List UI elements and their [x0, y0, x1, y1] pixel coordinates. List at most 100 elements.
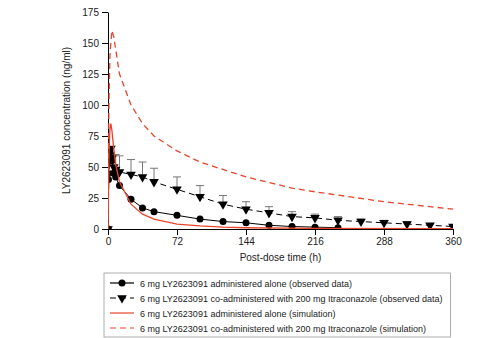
series-line	[108, 31, 453, 229]
x-axis-title: Post-dose time (h)	[240, 252, 322, 263]
tick: 125	[82, 69, 108, 80]
marker-group	[151, 208, 158, 215]
marker	[310, 215, 320, 223]
marker-group	[425, 223, 435, 229]
error-cap	[288, 211, 296, 212]
marker-group	[174, 212, 181, 219]
marker	[115, 169, 125, 177]
legend-swatch	[110, 312, 134, 313]
marker-group	[218, 201, 228, 209]
marks	[108, 31, 453, 229]
tick-label: 72	[172, 236, 184, 247]
legend-marker	[119, 280, 126, 287]
marker	[425, 223, 435, 229]
tick: 72	[172, 229, 184, 247]
tick-label: 125	[82, 69, 99, 80]
tick-mark	[453, 229, 454, 235]
tick-label: 0	[106, 236, 112, 247]
plot: 0721442162883600255075100125150175	[82, 7, 462, 247]
tick-label: 0	[93, 224, 99, 235]
tick-mark	[246, 229, 247, 235]
marker	[174, 212, 181, 219]
legend: 6 mg LY2623091 administered alone (obser…	[104, 273, 451, 337]
marker-group	[243, 219, 250, 226]
tick: 100	[82, 100, 108, 111]
tick-mark	[102, 105, 108, 106]
marker-group	[287, 214, 297, 222]
legend-entry: 6 mg LY2623091 administered alone (simul…	[110, 309, 335, 319]
marker	[264, 210, 274, 218]
error-cap	[219, 195, 227, 196]
marker	[108, 226, 113, 229]
marker-group	[197, 216, 204, 223]
legend-entry: 6 mg LY2623091 co-administered with 200 …	[110, 324, 426, 334]
tick-label: 25	[88, 193, 100, 204]
error-cap	[173, 176, 181, 177]
tick-mark	[108, 229, 109, 235]
tick: 175	[82, 7, 108, 18]
marker	[195, 194, 205, 202]
chart: 0721442162883600255075100125150175Post-d…	[0, 0, 500, 338]
marker	[243, 219, 250, 226]
error-cap	[139, 162, 147, 163]
error-cap	[265, 206, 273, 207]
marker-group	[356, 219, 366, 227]
x-axis: 0 72 144 216 288 360	[106, 229, 463, 247]
tick: 0	[93, 224, 108, 235]
legend-box	[104, 273, 451, 337]
tick-mark	[384, 229, 385, 235]
tick-label: 360	[445, 236, 462, 247]
error-cap	[150, 168, 158, 169]
tick-mark	[102, 229, 108, 230]
marker-group	[333, 218, 343, 226]
marker	[333, 218, 343, 226]
tick-mark	[177, 229, 178, 235]
tick-mark	[102, 74, 108, 75]
tick-mark	[102, 198, 108, 199]
marker-group	[115, 169, 125, 177]
tick: 150	[82, 38, 108, 49]
error-cap	[116, 155, 124, 156]
error-cap	[334, 216, 342, 217]
tick: 216	[307, 229, 324, 247]
marker	[356, 219, 366, 227]
marker-group	[310, 215, 320, 223]
marker	[220, 218, 227, 225]
legend-marker	[117, 295, 127, 303]
marker-group	[264, 210, 274, 218]
tick: 0	[106, 229, 112, 247]
tick: 288	[376, 229, 393, 247]
marker-group	[402, 221, 412, 229]
tick-label: 150	[82, 38, 99, 49]
marker-group	[149, 179, 159, 187]
marker-group	[126, 172, 136, 180]
tick: 360	[445, 229, 462, 247]
tick-mark	[102, 12, 108, 13]
marker	[138, 174, 148, 182]
y-axis: 0255075100125150175	[82, 7, 108, 235]
marker	[172, 187, 182, 195]
marker-group	[241, 206, 251, 214]
marker-group	[379, 220, 389, 228]
legend-label: 6 mg LY2623091 co-administered with 200 …	[140, 324, 426, 334]
tick-label: 100	[82, 100, 99, 111]
error-cap	[242, 201, 250, 202]
marker	[287, 214, 297, 222]
marker	[126, 172, 136, 180]
tick-mark	[102, 167, 108, 168]
marker	[402, 221, 412, 229]
tick-label: 175	[82, 7, 99, 18]
y-axis-title: LY2623091 concentration (ng/ml)	[61, 47, 72, 194]
series-line	[108, 148, 453, 229]
tick-label: 144	[238, 236, 255, 247]
marker	[149, 179, 159, 187]
marker-group	[172, 187, 182, 195]
legend-swatch	[110, 327, 134, 328]
legend-label: 6 mg LY2623091 co-administered with 200 …	[140, 294, 443, 304]
tick-mark	[315, 229, 316, 235]
marker	[151, 208, 158, 215]
marker	[139, 204, 146, 211]
legend-entry: 6 mg LY2623091 administered alone (obser…	[110, 279, 352, 289]
error-cap	[196, 185, 204, 186]
marker-group	[195, 194, 205, 202]
